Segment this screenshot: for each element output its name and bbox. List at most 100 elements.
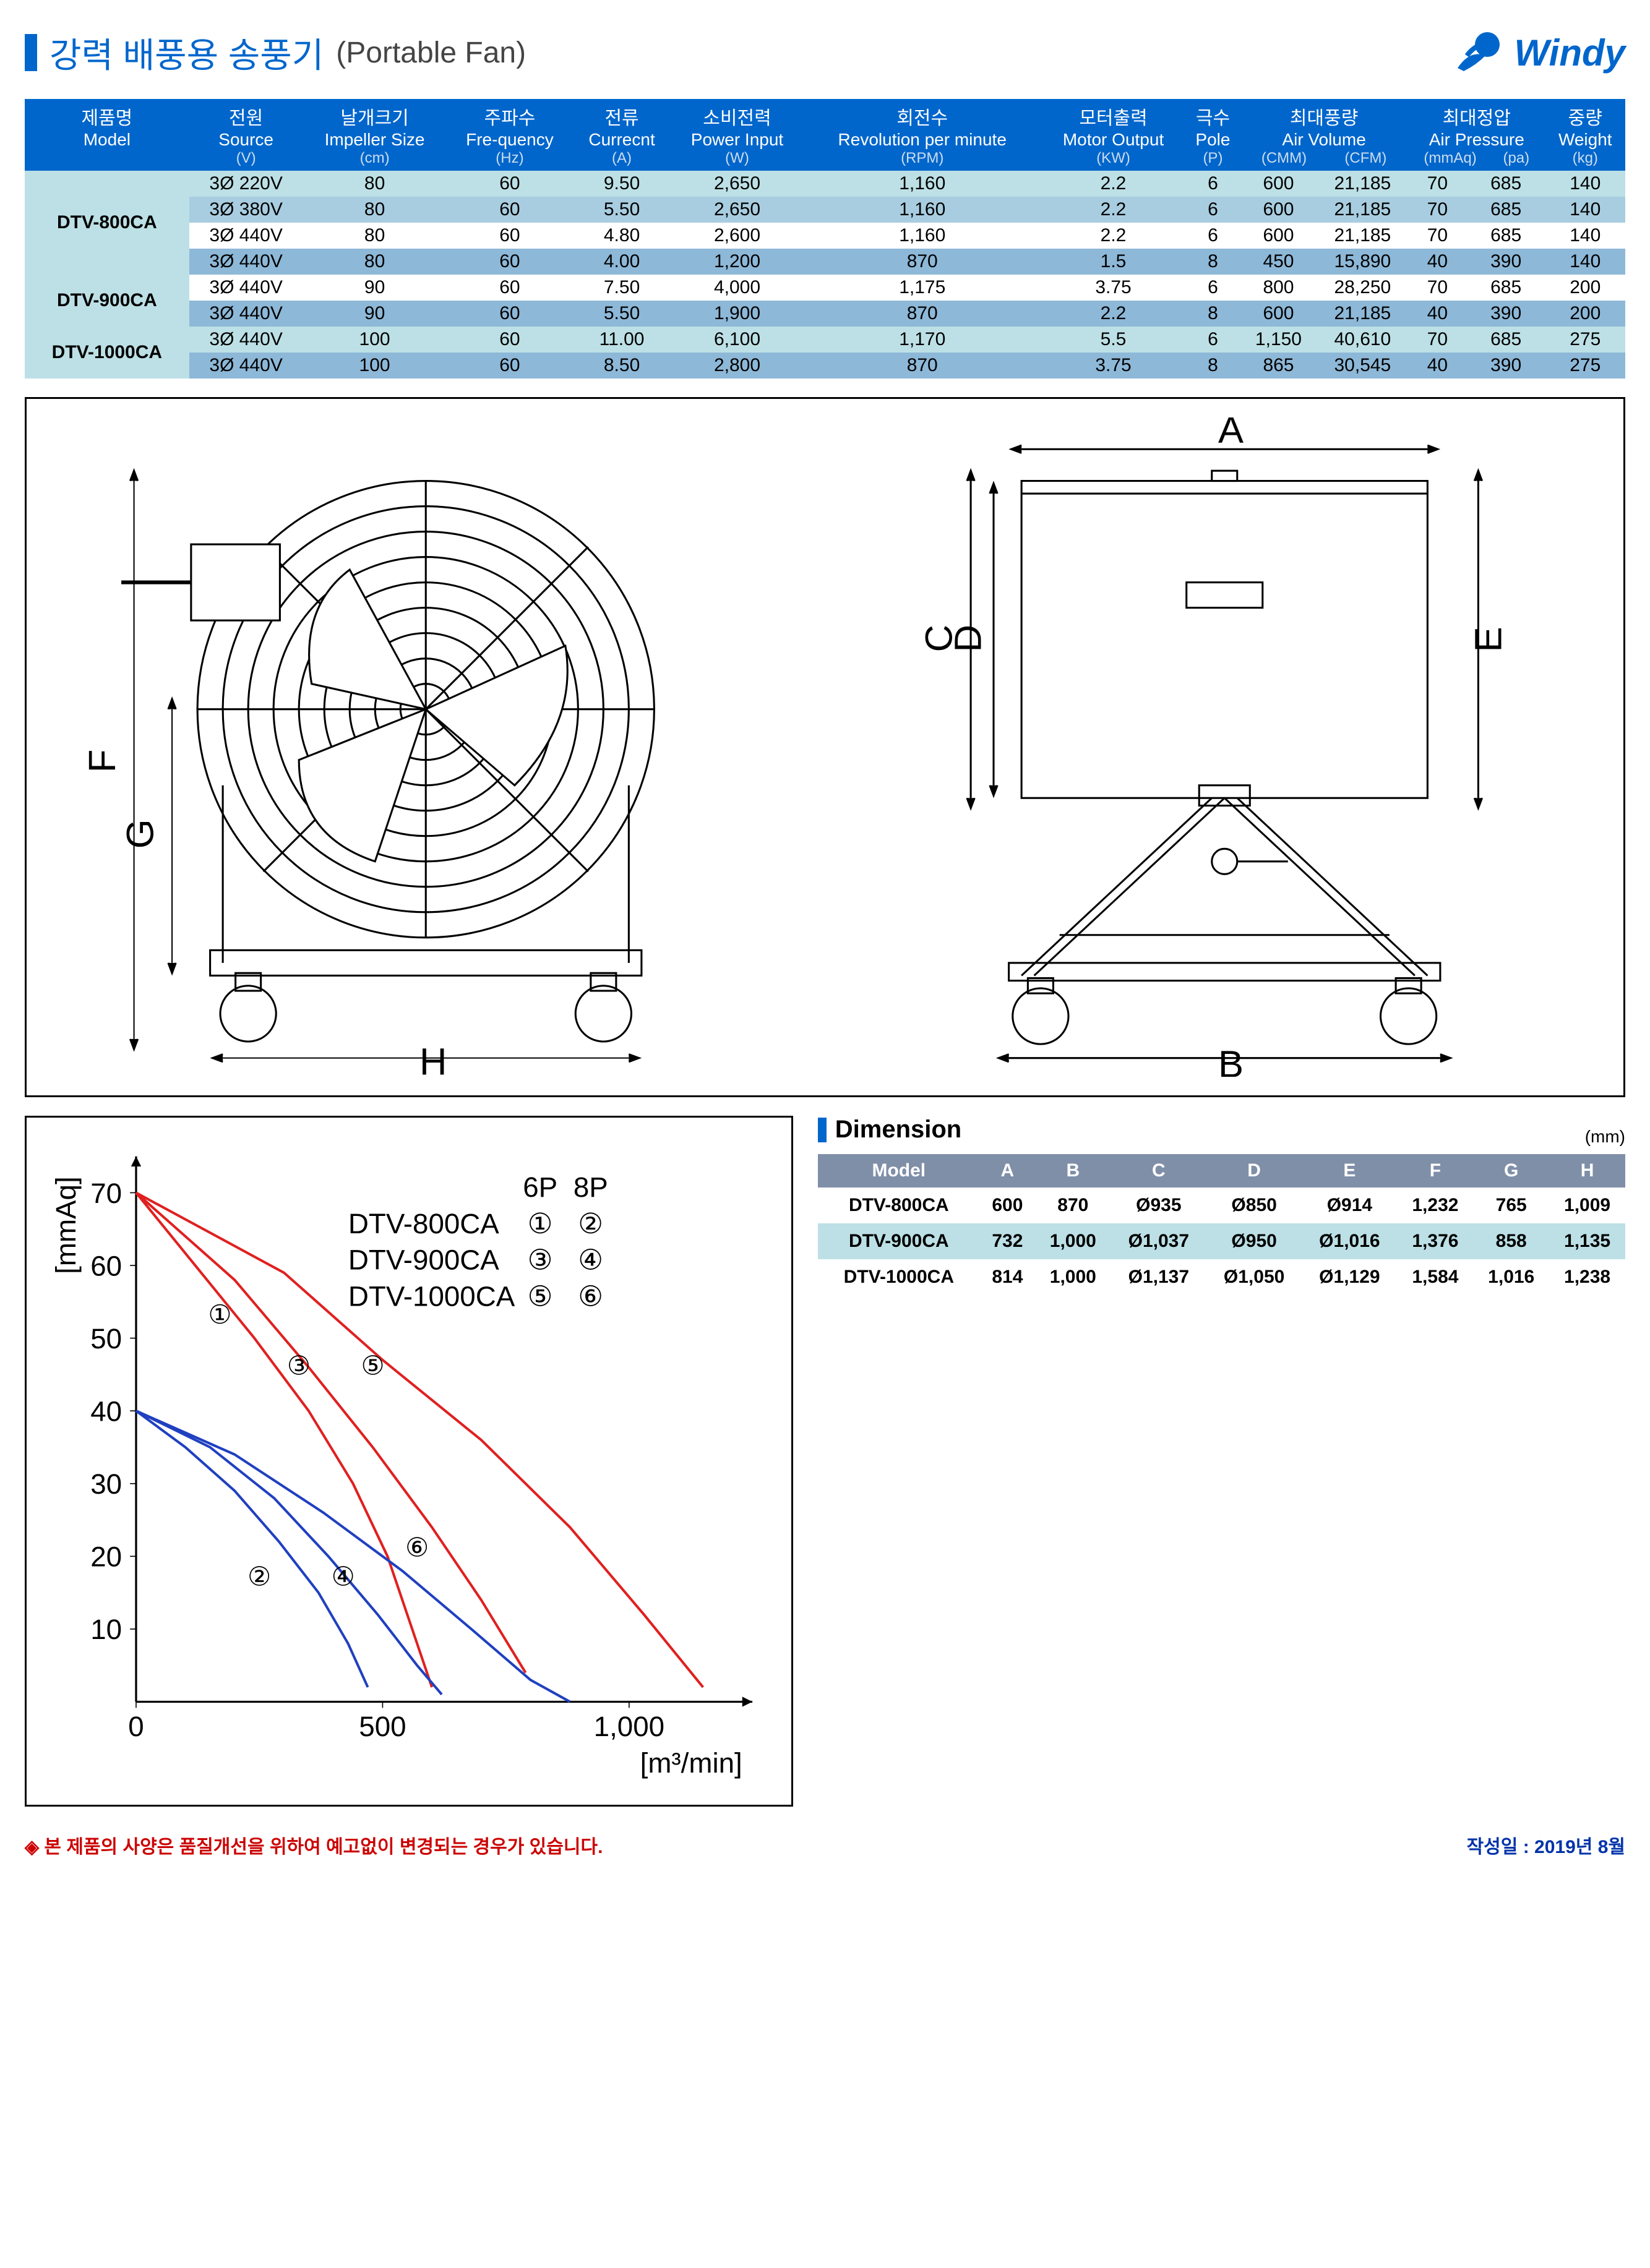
svg-text:①: ①: [528, 1208, 553, 1239]
dim-label-g: G: [119, 819, 161, 849]
spec-cell: 15,890: [1317, 249, 1408, 275]
spec-cell: 600: [1240, 171, 1317, 197]
spec-cell: 200: [1545, 301, 1625, 327]
spec-cell: 60: [447, 301, 574, 327]
spec-col-header: 극수Pole(P): [1186, 99, 1240, 171]
spec-cell: 5.50: [573, 301, 671, 327]
spec-cell: 60: [447, 171, 574, 197]
spec-cell: 140: [1545, 223, 1625, 249]
spec-cell: 9.50: [573, 171, 671, 197]
dim-label-d: D: [947, 625, 989, 652]
spec-cell: 70: [1408, 327, 1467, 353]
spec-cell: 3Ø 440V: [189, 275, 303, 301]
spec-model-cell: DTV-800CA: [25, 171, 189, 275]
spec-cell: 450: [1240, 249, 1317, 275]
spec-cell: 1,160: [804, 197, 1041, 223]
performance-chart: 1020304050607005001,000[mmAq][m³/min]①③⑤…: [25, 1116, 793, 1806]
spec-row: DTV-1000CA3Ø 440V1006011.006,1001,1705.5…: [25, 327, 1625, 353]
spec-cell: 3.75: [1041, 275, 1185, 301]
page-header: 강력 배풍용 송풍기 (Portable Fan) Windy: [25, 25, 1625, 80]
spec-cell: 870: [804, 353, 1041, 379]
footer-date: 작성일 : 2019년 8월: [1467, 1831, 1625, 1859]
spec-col-header: 모터출력Motor Output(KW): [1041, 99, 1185, 171]
spec-cell: 275: [1545, 327, 1625, 353]
spec-cell: 685: [1467, 171, 1545, 197]
dimension-section: Dimension (mm) ModelABCDEFGH DTV-800CA60…: [818, 1116, 1625, 1806]
dim-cell: 1,376: [1398, 1223, 1474, 1259]
svg-text:⑥: ⑥: [578, 1281, 603, 1312]
spec-cell: 60: [447, 327, 574, 353]
svg-text:②: ②: [247, 1562, 271, 1591]
technical-drawing-panel: F G H: [25, 397, 1625, 1097]
spec-cell: 40: [1408, 353, 1467, 379]
spec-cell: 70: [1408, 171, 1467, 197]
spec-cell: 1,160: [804, 223, 1041, 249]
spec-cell: 3Ø 440V: [189, 327, 303, 353]
spec-cell: 7.50: [573, 275, 671, 301]
dim-cell: 1,135: [1549, 1223, 1625, 1259]
spec-cell: 100: [303, 353, 447, 379]
spec-cell: 685: [1467, 223, 1545, 249]
spec-cell: 870: [804, 301, 1041, 327]
dim-cell: Ø935: [1111, 1187, 1206, 1223]
spec-cell: 390: [1467, 249, 1545, 275]
dim-col-header: G: [1473, 1154, 1549, 1187]
spec-cell: 70: [1408, 197, 1467, 223]
spec-col-header: 날개크기Impeller Size(cm): [303, 99, 447, 171]
dim-cell: 1,000: [1035, 1259, 1111, 1295]
spec-cell: 100: [303, 327, 447, 353]
dim-cell: DTV-900CA: [818, 1223, 980, 1259]
spec-cell: 2.2: [1041, 171, 1185, 197]
spec-cell: 2.2: [1041, 301, 1185, 327]
dim-cell: Ø1,037: [1111, 1223, 1206, 1259]
svg-text:④: ④: [332, 1562, 355, 1591]
spec-row: DTV-900CA3Ø 440V90607.504,0001,1753.7568…: [25, 275, 1625, 301]
svg-text:30: 30: [90, 1468, 122, 1500]
bottom-section: 1020304050607005001,000[mmAq][m³/min]①③⑤…: [25, 1116, 1625, 1806]
svg-text:60: 60: [90, 1251, 122, 1282]
spec-col-header: 최대풍량Air Volume(CMM)(CFM): [1240, 99, 1408, 171]
spec-col-header: 제품명Model: [25, 99, 189, 171]
dim-cell: Ø1,137: [1111, 1259, 1206, 1295]
svg-text:⑥: ⑥: [405, 1533, 429, 1562]
spec-cell: 800: [1240, 275, 1317, 301]
spec-cell: 80: [303, 223, 447, 249]
dim-cell: 600: [980, 1187, 1035, 1223]
brand-logo: Windy: [1451, 25, 1625, 80]
spec-cell: 2,650: [671, 171, 804, 197]
svg-text:[m³/min]: [m³/min]: [640, 1747, 742, 1779]
spec-cell: 70: [1408, 275, 1467, 301]
spec-cell: 6: [1186, 197, 1240, 223]
spec-cell: 390: [1467, 301, 1545, 327]
spec-cell: 5.50: [573, 197, 671, 223]
spec-cell: 865: [1240, 353, 1317, 379]
dim-row: DTV-800CA600870Ø935Ø850Ø9141,2327651,009: [818, 1187, 1625, 1223]
dim-col-header: C: [1111, 1154, 1206, 1187]
spec-cell: 685: [1467, 275, 1545, 301]
spec-cell: 1,175: [804, 275, 1041, 301]
specification-table: 제품명Model 전원Source(V)날개크기Impeller Size(cm…: [25, 99, 1625, 379]
spec-cell: 3Ø 440V: [189, 353, 303, 379]
dim-cell: DTV-800CA: [818, 1187, 980, 1223]
svg-text:DTV-1000CA: DTV-1000CA: [348, 1281, 515, 1312]
spec-col-header: 중량Weight(kg): [1545, 99, 1625, 171]
spec-col-header: 주파수Fre-quency(Hz): [447, 99, 574, 171]
footer-note: ◈ 본 제품의 사양은 품질개선을 위하여 예고없이 변경되는 경우가 있습니다…: [25, 1831, 603, 1859]
side-view-drawing: A B C D E: [844, 417, 1605, 1077]
dimension-table: ModelABCDEFGH DTV-800CA600870Ø935Ø850Ø91…: [818, 1154, 1625, 1295]
dim-cell: 1,000: [1035, 1223, 1111, 1259]
spec-cell: 2.2: [1041, 223, 1185, 249]
spec-cell: 2,650: [671, 197, 804, 223]
spec-cell: 600: [1240, 223, 1317, 249]
spec-row: 3Ø 380V80605.502,6501,1602.2660021,18570…: [25, 197, 1625, 223]
spec-cell: 28,250: [1317, 275, 1408, 301]
dim-cell: Ø1,050: [1206, 1259, 1302, 1295]
spec-cell: 390: [1467, 353, 1545, 379]
dim-cell: DTV-1000CA: [818, 1259, 980, 1295]
svg-text:8P: 8P: [574, 1171, 608, 1203]
spec-cell: 1,200: [671, 249, 804, 275]
dim-label-f: F: [81, 750, 124, 773]
spec-cell: 80: [303, 171, 447, 197]
dim-cell: 1,232: [1398, 1187, 1474, 1223]
spec-cell: 2.2: [1041, 197, 1185, 223]
